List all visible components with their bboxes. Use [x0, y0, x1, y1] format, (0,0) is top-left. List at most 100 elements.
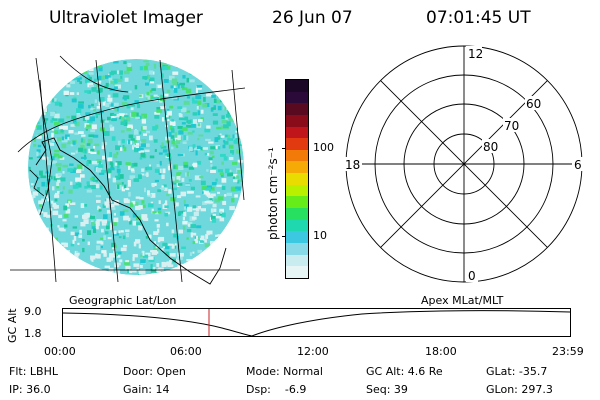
- uv-pixel: [114, 232, 119, 236]
- uv-pixel: [222, 244, 226, 249]
- uv-pixel: [141, 173, 145, 176]
- uv-pixel: [104, 265, 110, 268]
- uv-pixel: [220, 153, 226, 157]
- uv-pixel: [137, 146, 141, 151]
- uv-pixel: [63, 125, 68, 130]
- uv-pixel: [221, 178, 227, 183]
- uv-pixel: [205, 234, 209, 239]
- uv-pixel: [133, 130, 139, 135]
- colorbar-segment: [286, 161, 308, 174]
- uv-pixel: [82, 150, 85, 154]
- uv-pixel: [36, 151, 39, 157]
- altitude-curve: [62, 310, 571, 337]
- uv-pixel: [55, 255, 59, 259]
- uv-pixel: [195, 150, 198, 156]
- uv-pixel: [44, 118, 48, 121]
- uv-pixel: [226, 114, 232, 119]
- uv-pixel: [70, 152, 76, 155]
- uv-pixel: [109, 222, 112, 227]
- uv-pixel: [65, 64, 68, 69]
- uv-pixel: [221, 80, 225, 83]
- uv-pixel: [90, 129, 96, 133]
- uv-pixel: [41, 140, 45, 144]
- uv-pixel: [203, 239, 207, 243]
- uv-pixel: [86, 181, 90, 185]
- uv-pixel: [56, 67, 59, 72]
- uv-pixel: [197, 138, 200, 141]
- colorbar-segment: [286, 231, 308, 243]
- uv-pixel: [241, 135, 244, 140]
- uv-pixel: [89, 76, 92, 81]
- uv-pixel: [31, 87, 37, 93]
- uv-pixel: [161, 73, 164, 78]
- uv-pixel: [132, 201, 136, 205]
- uv-pixel: [183, 164, 189, 168]
- uv-pixel: [85, 126, 90, 129]
- uv-pixel: [237, 271, 240, 275]
- uv-pixel: [229, 117, 235, 122]
- uv-pixel: [87, 230, 92, 235]
- uv-pixel: [164, 93, 169, 97]
- uv-pixel: [138, 244, 141, 249]
- uv-pixel: [133, 145, 139, 148]
- uv-pixel: [130, 168, 135, 172]
- uv-pixel: [144, 143, 150, 147]
- uv-pixel: [145, 93, 150, 98]
- uv-pixel: [178, 130, 184, 135]
- uv-pixel: [211, 166, 217, 170]
- uv-pixel: [78, 147, 84, 152]
- uv-pixel: [93, 108, 96, 112]
- uv-pixel: [73, 236, 77, 241]
- uv-pixel: [85, 78, 90, 84]
- uv-pixel: [153, 139, 158, 143]
- uv-pixel: [150, 193, 156, 198]
- uv-pixel: [86, 161, 89, 166]
- uv-pixel: [33, 268, 39, 273]
- uv-pixel: [98, 161, 101, 166]
- uv-pixel: [195, 88, 198, 93]
- uv-pixel: [111, 115, 116, 118]
- uv-pixel: [50, 111, 56, 117]
- uv-pixel: [54, 192, 59, 198]
- uv-pixel: [163, 187, 168, 191]
- uv-pixel: [185, 110, 191, 113]
- uv-pixel: [122, 235, 126, 240]
- uv-pixel: [45, 182, 49, 187]
- uv-pixel: [44, 119, 47, 124]
- uv-pixel: [230, 91, 236, 96]
- uv-pixel: [85, 272, 90, 275]
- uv-pixel: [213, 64, 218, 70]
- uv-pixel: [114, 113, 120, 118]
- uv-pixel: [213, 98, 217, 103]
- uv-pixel: [54, 153, 60, 157]
- uv-pixel: [164, 115, 170, 120]
- uv-pixel: [159, 187, 165, 191]
- uv-pixel: [213, 260, 220, 264]
- uv-pixel: [224, 77, 228, 81]
- uv-pixel: [159, 160, 162, 166]
- uv-pixel: [81, 138, 84, 143]
- uv-pixel: [82, 247, 85, 253]
- uv-pixel: [112, 118, 117, 121]
- uv-pixel: [225, 134, 228, 138]
- uv-pixel: [205, 187, 211, 192]
- uv-pixel: [186, 77, 189, 83]
- uv-pixel: [221, 84, 226, 89]
- uv-pixel: [205, 272, 210, 275]
- uv-pixel: [37, 187, 40, 192]
- uv-pixel: [173, 84, 176, 90]
- uv-pixel: [161, 185, 164, 188]
- uv-pixel: [63, 205, 68, 211]
- uv-pixel: [68, 189, 73, 194]
- uv-pixel: [232, 62, 235, 67]
- uv-pixel: [194, 66, 198, 72]
- uv-pixel: [120, 247, 127, 252]
- uv-pixel: [169, 253, 175, 257]
- uv-pixel: [183, 100, 190, 105]
- uv-pixel: [128, 139, 131, 145]
- gain-status: Gain: 14: [123, 383, 170, 396]
- uv-pixel: [68, 256, 71, 262]
- uv-pixel: [206, 169, 209, 172]
- uv-pixel: [45, 100, 51, 104]
- uv-pixel: [204, 128, 211, 133]
